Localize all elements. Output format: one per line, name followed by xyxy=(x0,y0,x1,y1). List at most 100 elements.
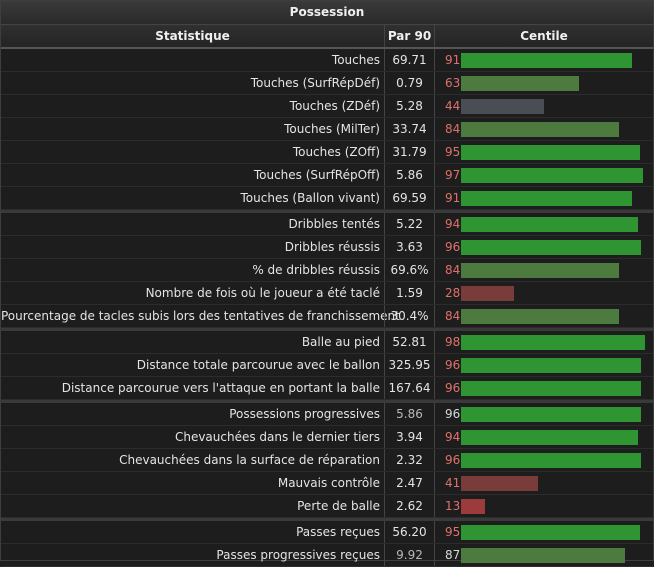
percentile-bar-track xyxy=(461,75,649,91)
percentile-value: 28 xyxy=(445,286,461,300)
percentile-cell: 28 xyxy=(434,282,653,304)
percentile-value: 96 xyxy=(445,453,461,467)
per90-value: 325.95 xyxy=(384,354,434,376)
percentile-cell: 84 xyxy=(434,118,653,140)
percentile-bar-track xyxy=(461,475,649,491)
percentile-bar-track xyxy=(461,144,649,160)
per90-value: 30.4% xyxy=(384,305,434,327)
percentile-value: 84 xyxy=(445,309,461,323)
percentile-cell: 94 xyxy=(434,426,653,448)
percentile-bar-track xyxy=(461,334,649,350)
header-par90[interactable]: Par 90 xyxy=(384,25,434,47)
percentile-value: 94 xyxy=(445,430,461,444)
table-row: Perte de balle 2.62 13 xyxy=(1,495,653,518)
percentile-value: 87 xyxy=(445,548,461,562)
per90-value: 2.32 xyxy=(384,449,434,471)
table-row: % de dribbles réussis 69.6% 84 xyxy=(1,259,653,282)
percentile-bar-track xyxy=(461,524,649,540)
percentile-bar xyxy=(461,547,625,563)
percentile-value: 98 xyxy=(445,335,461,349)
percentile-value: 97 xyxy=(445,168,461,182)
stat-label: Touches (SurfRépOff) xyxy=(253,168,380,182)
stat-label: Perte de balle xyxy=(297,499,380,513)
percentile-value: 63 xyxy=(445,76,461,90)
percentile-value: 95 xyxy=(445,525,461,539)
percentile-bar xyxy=(461,308,619,324)
percentile-value: 96 xyxy=(445,240,461,254)
percentile-cell: 84 xyxy=(434,259,653,281)
percentile-bar-track xyxy=(461,98,649,114)
table-row: Touches (SurfRépDéf) 0.79 63 xyxy=(1,72,653,95)
per90-value: 33.74 xyxy=(384,118,434,140)
table-row: Touches (SurfRépOff) 5.86 97 xyxy=(1,164,653,187)
percentile-cell: 95 xyxy=(434,521,653,543)
table-title: Possession xyxy=(1,1,653,25)
stat-label: Balle au pied xyxy=(301,335,380,349)
stat-label: Chevauchées dans le dernier tiers xyxy=(174,430,380,444)
percentile-cell: 96 xyxy=(434,403,653,425)
header-centile[interactable]: Centile xyxy=(434,25,653,47)
percentile-bar-track xyxy=(461,498,649,514)
percentile-value: 96 xyxy=(445,407,461,421)
percentile-cell: 97 xyxy=(434,164,653,186)
percentile-bar xyxy=(461,52,632,68)
stat-label: Passes reçues xyxy=(296,525,380,539)
percentile-cell: 84 xyxy=(434,305,653,327)
per90-value: 5.86 xyxy=(384,164,434,186)
table-row: Touches (MilTer) 33.74 84 xyxy=(1,118,653,141)
percentile-value: 84 xyxy=(445,263,461,277)
percentile-value: 84 xyxy=(445,122,461,136)
stat-label: Touches (MilTer) xyxy=(284,122,380,136)
percentile-cell: 91 xyxy=(434,49,653,71)
per90-value: 2.62 xyxy=(384,495,434,517)
percentile-bar xyxy=(461,406,641,422)
percentile-bar xyxy=(461,475,538,491)
per90-value: 9.92 xyxy=(384,544,434,566)
percentile-value: 96 xyxy=(445,358,461,372)
per90-value: 31.79 xyxy=(384,141,434,163)
stat-label: Distance parcourue vers l'attaque en por… xyxy=(61,381,380,395)
stat-label: Mauvais contrôle xyxy=(277,476,380,490)
stat-label: Passes progressives reçues xyxy=(216,548,380,562)
per90-value: 69.71 xyxy=(384,49,434,71)
percentile-value: 41 xyxy=(445,476,461,490)
percentile-value: 91 xyxy=(445,191,461,205)
stat-label: Distance totale parcourue avec le ballon xyxy=(136,358,380,372)
percentile-value: 91 xyxy=(445,53,461,67)
percentile-bar xyxy=(461,75,579,91)
percentile-bar-track xyxy=(461,452,649,468)
table-row: Touches (ZOff) 31.79 95 xyxy=(1,141,653,164)
stat-label: Dribbles réussis xyxy=(284,240,380,254)
percentile-bar-track xyxy=(461,167,649,183)
stat-label: Possessions progressives xyxy=(229,407,380,421)
table-row: Mauvais contrôle 2.47 41 xyxy=(1,472,653,495)
per90-value: 5.86 xyxy=(384,403,434,425)
table-row: Distance totale parcourue avec le ballon… xyxy=(1,354,653,377)
per90-value: 167.64 xyxy=(384,377,434,399)
percentile-bar xyxy=(461,285,514,301)
table-header: Statistique Par 90 Centile xyxy=(1,25,653,49)
percentile-bar-track xyxy=(461,121,649,137)
stat-label: Touches (SurfRépDéf) xyxy=(250,76,380,90)
percentile-value: 95 xyxy=(445,145,461,159)
percentile-bar-track xyxy=(461,308,649,324)
per90-value: 5.28 xyxy=(384,95,434,117)
table-row: Dribbles réussis 3.63 96 xyxy=(1,236,653,259)
per90-value: 56.20 xyxy=(384,521,434,543)
percentile-bar-track xyxy=(461,262,649,278)
stat-label: Touches xyxy=(331,53,380,67)
table-row: Chevauchées dans la surface de réparatio… xyxy=(1,449,653,472)
percentile-cell: 91 xyxy=(434,187,653,209)
percentile-bar xyxy=(461,98,544,114)
percentile-bar xyxy=(461,498,485,514)
percentile-bar-track xyxy=(461,547,649,563)
percentile-bar-track xyxy=(461,406,649,422)
percentile-bar-track xyxy=(461,52,649,68)
percentile-bar-track xyxy=(461,380,649,396)
header-statistique[interactable]: Statistique xyxy=(155,29,230,43)
table-row: Dribbles tentés 5.22 94 xyxy=(1,210,653,236)
percentile-cell: 13 xyxy=(434,495,653,517)
per90-value: 0.79 xyxy=(384,72,434,94)
per90-value: 69.59 xyxy=(384,187,434,209)
stat-label: Touches (Ballon vivant) xyxy=(240,191,380,205)
